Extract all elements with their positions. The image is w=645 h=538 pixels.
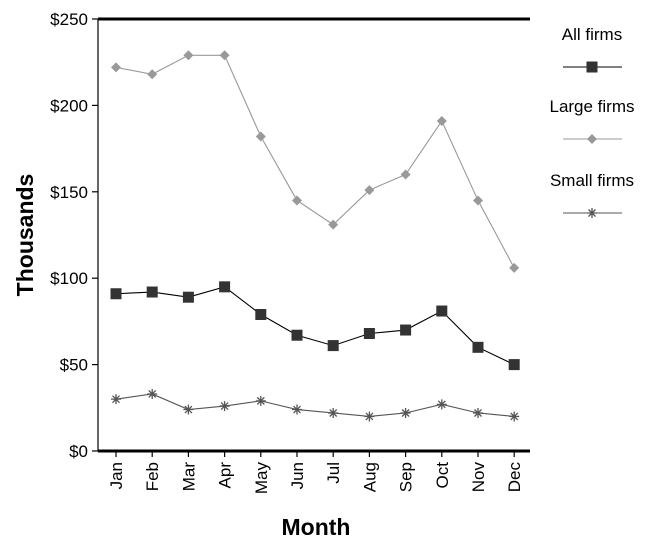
data-point-all-firms: [363, 327, 375, 339]
y-axis-title: Thousands: [12, 174, 38, 297]
data-point-small-firms: [219, 401, 230, 412]
legend-marker-large-firms: [587, 134, 597, 144]
data-point-large-firms: [147, 69, 158, 80]
data-point-small-firms: [364, 411, 375, 422]
data-point-all-firms: [508, 359, 520, 371]
y-tick-label: $200: [50, 96, 88, 115]
data-point-all-firms: [472, 341, 484, 353]
x-tick-label: Dec: [505, 462, 524, 493]
data-point-small-firms: [473, 407, 483, 418]
data-point-large-firms: [292, 195, 302, 206]
x-tick-label: Jan: [107, 462, 126, 489]
x-tick-label: Nov: [469, 462, 488, 493]
data-point-large-firms: [473, 195, 483, 206]
y-tick-label: $50: [60, 356, 88, 375]
data-point-all-firms: [219, 281, 231, 293]
x-tick-label: Feb: [143, 462, 162, 491]
data-point-all-firms: [436, 305, 448, 317]
y-axis-ticks: $0 $50 $100 $150 $200 $250: [50, 10, 98, 461]
data-point-all-firms: [146, 286, 158, 298]
data-point-small-firms: [328, 407, 339, 418]
series-line-all-firms: [115, 286, 515, 366]
data-point-all-firms: [400, 324, 412, 336]
y-tick-label: $150: [50, 183, 88, 202]
legend-marker-all-firms: [586, 61, 598, 73]
data-point-all-firms: [255, 308, 267, 320]
x-tick-label: Apr: [216, 462, 235, 489]
data-point-all-firms: [110, 288, 122, 300]
data-point-small-firms: [111, 394, 121, 405]
x-axis-title: Month: [282, 514, 351, 538]
x-tick-label: Mar: [179, 462, 198, 492]
data-point-small-firms: [147, 388, 158, 399]
x-tick-label: Aug: [360, 462, 379, 492]
data-point-small-firms: [436, 399, 447, 410]
x-tick-label: Sep: [397, 462, 416, 492]
x-tick-label: Jun: [288, 462, 307, 489]
data-point-all-firms: [291, 329, 303, 341]
data-point-small-firms: [400, 407, 411, 418]
legend-marker-small-firms: [587, 208, 597, 218]
series-line-large-firms: [115, 54, 515, 269]
data-point-large-firms: [328, 219, 339, 230]
series-all-firms: [110, 281, 520, 371]
data-point-small-firms: [183, 404, 194, 415]
data-point-large-firms: [219, 50, 230, 61]
legend-item-small-firms: Small firms: [550, 171, 634, 218]
legend-label-small-firms: Small firms: [550, 171, 634, 190]
legend-item-all-firms: All firms: [562, 25, 622, 73]
legend-label-all-firms: All firms: [562, 25, 622, 44]
data-point-large-firms: [364, 185, 375, 196]
data-point-large-firms: [436, 115, 447, 126]
data-point-small-firms: [255, 395, 266, 406]
data-point-large-firms: [183, 50, 194, 61]
series-line-small-firms: [115, 393, 515, 417]
data-point-small-firms: [292, 404, 302, 415]
y-tick-label: $0: [69, 442, 88, 461]
series-large-firms: [111, 50, 520, 273]
data-point-all-firms: [182, 291, 194, 303]
series-layer: [110, 50, 520, 422]
x-tick-label: Oct: [433, 462, 452, 489]
data-point-large-firms: [400, 169, 411, 180]
data-point-all-firms: [327, 340, 339, 352]
legend: All firms Large firms Small firms: [549, 25, 635, 218]
data-point-large-firms: [255, 131, 266, 142]
series-small-firms: [111, 388, 520, 422]
x-tick-label: Jul: [324, 462, 343, 484]
legend-label-large-firms: Large firms: [549, 97, 634, 116]
y-tick-label: $100: [50, 269, 88, 288]
legend-item-large-firms: Large firms: [549, 97, 635, 144]
data-point-small-firms: [509, 411, 520, 422]
y-tick-label: $250: [50, 10, 88, 29]
data-point-large-firms: [111, 62, 121, 73]
x-axis-ticks: Jan Feb Mar Apr May Jun Jul Aug Sep Oct Nov Dec: [107, 451, 524, 494]
x-tick-label: May: [252, 462, 271, 495]
data-point-large-firms: [509, 262, 520, 273]
